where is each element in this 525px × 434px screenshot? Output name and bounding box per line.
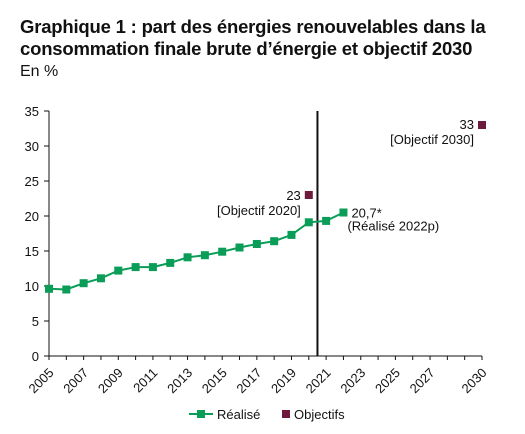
- x-tick-label: 2027: [407, 365, 438, 396]
- legend-realise-label: Réalisé: [217, 407, 260, 422]
- y-tick-label: 25: [25, 174, 39, 189]
- annotation-realise-2022-label: (Réalisé 2022p): [347, 219, 439, 234]
- series-realise-line: [48, 211, 344, 291]
- data-point-realise: [252, 240, 261, 248]
- data-point-objectif: [304, 191, 313, 199]
- data-point-realise: [166, 258, 175, 267]
- data-point-realise: [183, 253, 192, 262]
- x-tick-label: 2023: [337, 365, 368, 396]
- data-point-realise: [148, 263, 157, 272]
- x-tick-label: 2011: [130, 365, 160, 395]
- x-tick-label: 2009: [95, 365, 126, 396]
- legend-objectifs-marker: [282, 410, 290, 418]
- y-tick-label: 20: [25, 209, 39, 224]
- data-point-realise: [270, 237, 279, 246]
- y-tick-label: 30: [25, 139, 39, 154]
- x-tick-label: 2005: [26, 365, 57, 396]
- x-tick-label: 2030: [459, 365, 490, 396]
- annotation-objectif-2030-value: 33: [460, 117, 474, 132]
- annotation-objectif-2030-label: [Objectif 2030]: [390, 132, 474, 147]
- data-point-realise: [322, 216, 331, 225]
- annotation-objectif-2020-label: [Objectif 2020]: [217, 203, 301, 218]
- data-point-realise: [62, 285, 71, 294]
- x-tick-label: 2007: [60, 365, 91, 396]
- chart-title: Graphique 1 : part des énergies renouvel…: [20, 16, 486, 59]
- y-tick-label: 15: [25, 244, 39, 259]
- y-tick-label: 0: [32, 349, 39, 364]
- chart-subtitle: En %: [20, 63, 59, 80]
- legend: Réalisé Objectifs: [189, 407, 345, 422]
- data-point-realise: [96, 274, 105, 283]
- legend-realise-marker: [197, 410, 205, 418]
- data-point-realise: [287, 230, 296, 239]
- data-point-realise: [200, 251, 209, 260]
- data-point-objectif: [478, 121, 486, 129]
- annotation-objectif-2020-value: 23: [286, 188, 300, 203]
- x-tick-label: 2021: [303, 365, 334, 396]
- data-point-realise: [339, 208, 348, 217]
- data-point-realise: [45, 284, 53, 293]
- data-point-realise: [114, 266, 123, 275]
- data-point-realise: [79, 279, 88, 288]
- x-tick-label: 2013: [164, 365, 195, 396]
- x-tick-label: 2015: [199, 365, 230, 396]
- annotation-realise-2022-value: 20,7*: [351, 206, 381, 221]
- y-axis: 0 5 10 15 20 25 30 35: [25, 104, 50, 364]
- legend-objectifs-label: Objectifs: [294, 407, 345, 422]
- y-tick-label: 10: [25, 279, 39, 294]
- x-tick-label: 2025: [372, 365, 403, 396]
- x-axis: 2005 2007 2009 2011 2013 2015 2017 2019 2021 2023…: [26, 355, 490, 396]
- plot-area: [45, 111, 486, 356]
- data-point-realise: [131, 263, 140, 272]
- y-tick-label: 35: [25, 104, 39, 119]
- x-tick-label: 2017: [233, 365, 264, 396]
- y-tick-label: 5: [32, 314, 39, 329]
- data-point-realise: [304, 218, 313, 227]
- data-point-realise: [235, 243, 244, 252]
- x-tick-label: 2019: [268, 365, 299, 396]
- data-point-realise: [218, 247, 227, 256]
